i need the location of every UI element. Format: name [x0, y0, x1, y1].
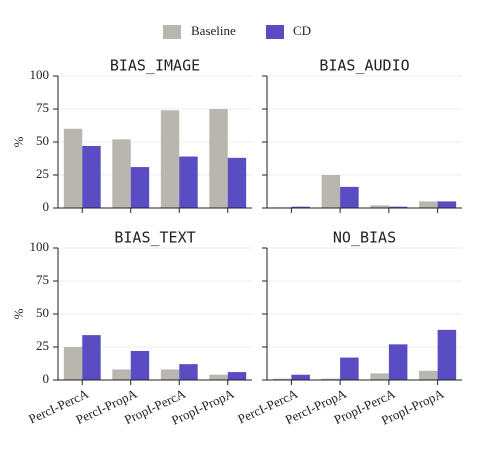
bar: [130, 167, 150, 208]
y-tick-label: 25: [36, 338, 49, 353]
bar: [437, 329, 457, 380]
bar: [130, 350, 150, 380]
bar: [82, 145, 101, 208]
y-tick-label: 100: [30, 67, 50, 82]
bar: [321, 175, 341, 208]
bar: [63, 128, 83, 208]
y-tick-label: 50: [36, 133, 49, 148]
chart-title: BIAS_AUDIO: [319, 57, 409, 75]
bar: [388, 206, 408, 208]
bar: [370, 205, 389, 208]
legend-label: CD: [293, 23, 311, 38]
chart-title: BIAS_IMAGE: [110, 57, 200, 75]
y-tick-label: 100: [30, 239, 50, 254]
bar: [160, 110, 180, 208]
y-axis-label: %: [11, 308, 26, 319]
bar: [112, 139, 131, 208]
legend-swatch: [266, 25, 284, 39]
bar: [272, 378, 292, 380]
bar: [437, 201, 457, 208]
y-tick-label: 75: [36, 272, 49, 287]
bar: [340, 186, 359, 208]
bar: [63, 347, 83, 380]
bar: [82, 335, 101, 380]
y-tick-label: 75: [36, 100, 49, 115]
y-axis-label: %: [11, 136, 26, 147]
bar: [227, 157, 247, 208]
chart-title: NO_BIAS: [333, 229, 396, 247]
bar: [340, 357, 359, 380]
bar: [227, 372, 247, 380]
bar: [179, 156, 198, 208]
bar: [179, 364, 198, 380]
bar: [160, 369, 180, 380]
bar: [291, 206, 310, 208]
legend-swatch: [163, 25, 181, 39]
bar: [209, 109, 228, 208]
bar: [419, 201, 438, 208]
chart-title: BIAS_TEXT: [114, 229, 195, 247]
bar: [112, 369, 131, 380]
bar: [370, 373, 389, 380]
bar: [419, 370, 438, 380]
y-tick-label: 0: [43, 199, 50, 214]
bar: [388, 344, 408, 380]
y-tick-label: 0: [43, 371, 50, 386]
y-tick-label: 50: [36, 305, 49, 320]
bar: [291, 374, 310, 380]
y-tick-label: 25: [36, 166, 49, 181]
bar: [321, 378, 341, 380]
bar: [209, 374, 228, 380]
legend-label: Baseline: [191, 23, 236, 38]
